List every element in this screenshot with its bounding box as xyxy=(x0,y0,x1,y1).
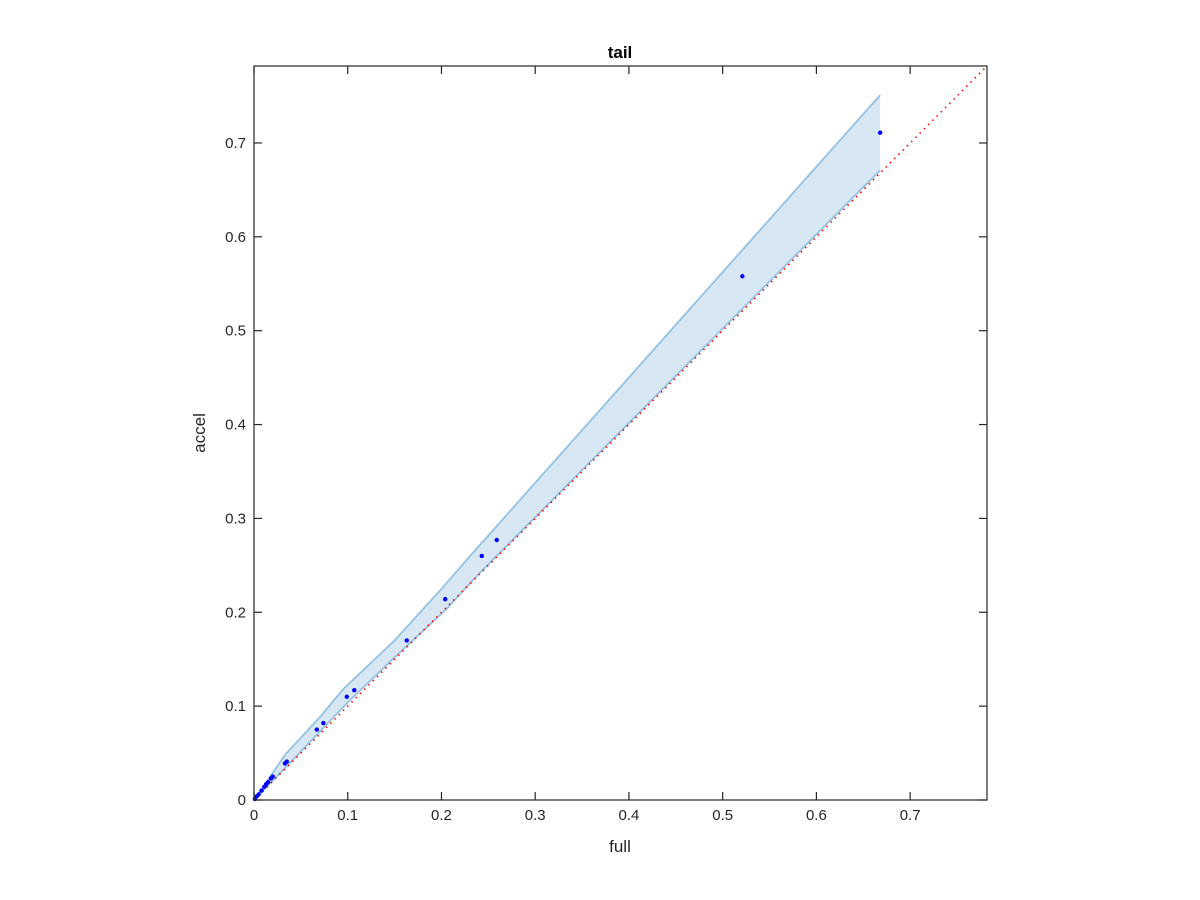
data-point xyxy=(270,774,275,779)
x-tick-label: 0.4 xyxy=(619,807,640,824)
y-tick-label: 0.4 xyxy=(225,417,246,434)
y-tick-label: 0.3 xyxy=(225,510,246,527)
data-point xyxy=(265,779,271,785)
x-tick-label: 0 xyxy=(250,807,258,824)
y-axis-label: accel xyxy=(190,413,209,453)
y-tick-label: 0 xyxy=(238,792,246,809)
data-point xyxy=(314,727,320,732)
axes-box xyxy=(253,65,988,801)
data-point xyxy=(352,687,357,693)
data-point xyxy=(404,638,409,643)
x-tick-label: 0.1 xyxy=(337,807,358,824)
reference-diagonal xyxy=(253,65,988,801)
data-point xyxy=(443,596,448,602)
data-point xyxy=(494,537,499,543)
y-tick-label: 0.5 xyxy=(225,323,246,340)
chart-title: tail xyxy=(608,43,633,62)
y-tick-label: 0.1 xyxy=(225,698,246,715)
y-tick-label: 0.2 xyxy=(225,604,246,621)
x-tick-label: 0.7 xyxy=(900,807,921,824)
data-point xyxy=(259,788,264,793)
x-axis-label: full xyxy=(609,837,631,856)
data-point xyxy=(321,720,326,726)
x-tick-label: 0.5 xyxy=(712,807,733,824)
data-point xyxy=(877,130,883,135)
data-point xyxy=(284,759,290,764)
data-point xyxy=(344,694,349,699)
data-point xyxy=(740,274,745,279)
y-tick-label: 0.7 xyxy=(225,135,246,152)
x-tick-label: 0.2 xyxy=(431,807,452,824)
data-point xyxy=(479,553,484,559)
x-tick-label: 0.3 xyxy=(525,807,546,824)
x-tick-label: 0.6 xyxy=(806,807,827,824)
data-point xyxy=(256,792,261,797)
band-upper-edge xyxy=(253,94,881,801)
y-tick-label: 0.6 xyxy=(225,229,246,246)
